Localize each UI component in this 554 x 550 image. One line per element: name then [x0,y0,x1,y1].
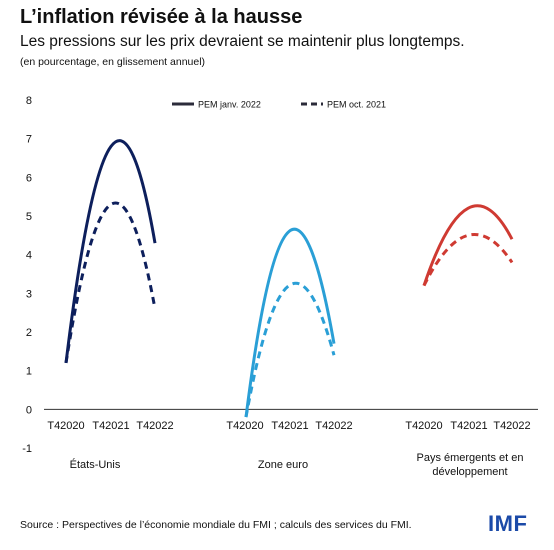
group-label-us: États-Unis [69,459,121,471]
series-line-1-jan2022 [244,227,336,418]
y-tick-label: 5 [26,211,32,223]
series-line-0-oct2021 [64,201,157,364]
x-tick-label: T42020 [226,420,263,432]
y-tick-label: -1 [22,443,32,455]
x-tick-label: T42021 [92,420,129,432]
source-note: Source : Perspectives de l’économie mond… [20,519,412,531]
legend-label: PEM janv. 2022 [198,100,261,110]
x-tick-label: T42022 [315,420,352,432]
series-line-2-oct2021 [422,233,514,287]
y-tick-label: 7 [26,134,32,146]
series-line-2-jan2022 [422,204,514,287]
y-tick-label: 3 [26,288,32,300]
group-label-euro: Zone euro [257,459,309,471]
series-line-1-oct2021 [244,281,336,418]
series-line-0-jan2022 [64,139,157,364]
y-tick-label: 6 [26,172,32,184]
group-label-emerging-line2: développement [432,466,508,478]
x-tick-label: T42022 [493,420,530,432]
y-tick-label: 2 [26,327,32,339]
y-tick-label: 0 [26,404,32,416]
x-tick-label: T42020 [47,420,84,432]
imf-logo: IMF [488,511,528,536]
chart-subtitle: Les pressions sur les prix devraient se … [20,33,465,50]
y-tick-label: 4 [26,250,32,262]
y-tick-label: 1 [26,366,32,378]
group-label-emerging-line1: Pays émergents et en [416,452,524,464]
units-note: (en pourcentage, en glissement annuel) [20,56,206,68]
group-label-emerging: Pays émergents et en développement [400,451,540,479]
x-tick-label: T42022 [136,420,173,432]
y-tick-label: 8 [26,95,32,107]
chart-title: L’inflation révisée à la hausse [20,6,303,28]
x-tick-label: T42020 [405,420,442,432]
x-tick-label: T42021 [271,420,308,432]
legend-label: PEM oct. 2021 [327,100,386,110]
x-tick-label: T42021 [450,420,487,432]
